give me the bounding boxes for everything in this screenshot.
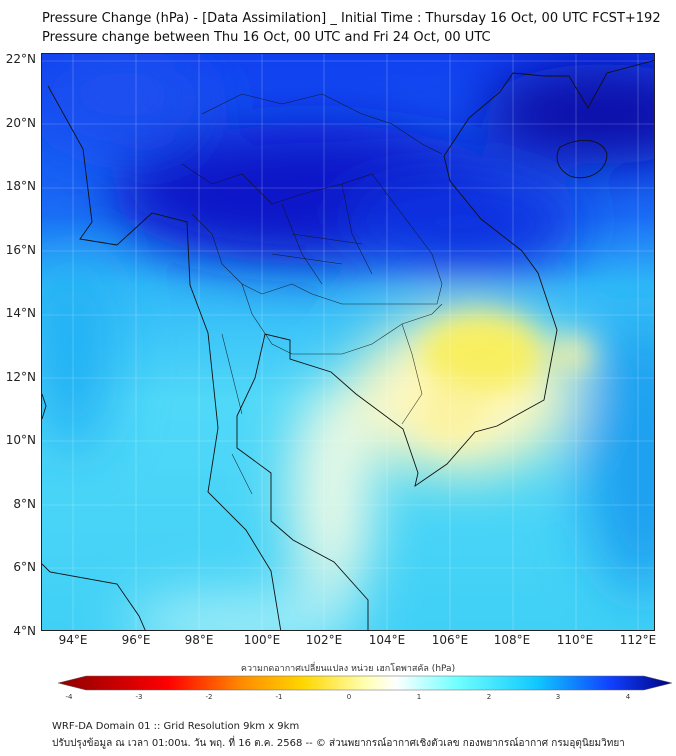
lon-label: 102°E: [305, 633, 343, 647]
footer-credit: ปรับปรุงข้อมูล ณ เวลา 01:00น. วัน พฤ. ที…: [52, 738, 625, 749]
colorbar: [58, 675, 672, 691]
lon-label: 96°E: [121, 633, 151, 647]
colorbar-tick: 1: [416, 693, 422, 701]
lat-label: 6°N: [13, 560, 36, 574]
hainan-island: [556, 139, 608, 179]
pressure-change-map[interactable]: [41, 53, 655, 631]
colorbar-tick: 2: [486, 693, 492, 701]
lon-label: 94°E: [58, 633, 88, 647]
lat-label: 22°N: [5, 52, 36, 66]
colorbar-title: ความกดอากาศเปลี่ยนแปลง หน่วย เฮกโตพาสคัล…: [240, 664, 456, 674]
colorbar-tick: -3: [135, 693, 143, 701]
lon-label: 108°E: [493, 633, 531, 647]
colorbar-tick: 4: [625, 693, 631, 701]
colorbar-tick: 3: [555, 693, 561, 701]
lat-label: 12°N: [5, 370, 36, 384]
lat-label: 8°N: [13, 497, 36, 511]
coastlines: [42, 60, 654, 630]
lat-label: 18°N: [5, 179, 36, 193]
graticule: [42, 54, 654, 630]
lat-label: 10°N: [5, 433, 36, 447]
chart-title: Pressure Change (hPa) - [Data Assimilati…: [42, 11, 661, 26]
lon-label: 104°E: [368, 633, 406, 647]
lat-label: 16°N: [5, 243, 36, 257]
lon-label: 100°E: [243, 633, 281, 647]
lon-label: 98°E: [184, 633, 214, 647]
footer-model-info: WRF-DA Domain 01 :: Grid Resolution 9km …: [52, 721, 300, 732]
lat-label: 14°N: [5, 306, 36, 320]
colorbar-tick: 0: [346, 693, 352, 701]
lon-label: 112°E: [619, 633, 657, 647]
lon-label: 110°E: [556, 633, 594, 647]
lat-label: 4°N: [13, 624, 36, 638]
colorbar-tick: -1: [275, 693, 283, 701]
chart-subtitle: Pressure change between Thu 16 Oct, 00 U…: [42, 30, 491, 45]
colorbar-tick: -4: [65, 693, 73, 701]
lon-label: 106°E: [431, 633, 469, 647]
yellow-min-region: [422, 314, 542, 394]
colorbar-tick: -2: [205, 693, 213, 701]
lat-label: 20°N: [5, 116, 36, 130]
admin-borders: [181, 93, 443, 495]
